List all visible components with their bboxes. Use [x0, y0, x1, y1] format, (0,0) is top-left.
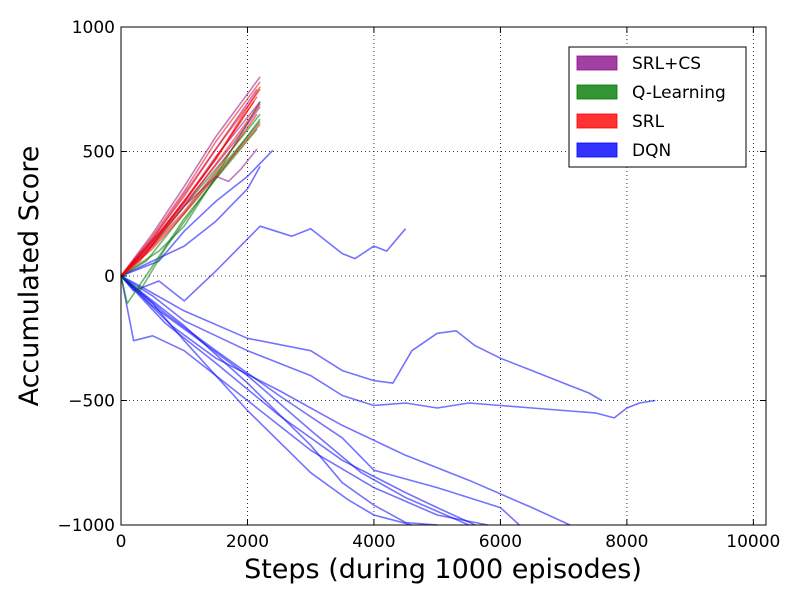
series-line-srl	[120, 88, 261, 277]
legend-label-srl-cs: SRL+CS	[632, 54, 701, 74]
series-line-srl	[120, 81, 261, 277]
y-tick-label: 500	[83, 143, 115, 163]
axis-ticks: 0 2000 4000 6000 8000 10000 −1000 −500 0 500 1000	[57, 18, 780, 552]
legend-swatch-srl-cs	[576, 55, 618, 71]
legend: SRL+CS Q-Learning SRL DQN	[568, 46, 747, 168]
x-tick-label: 2000	[226, 532, 269, 552]
series-line-dqn	[120, 275, 656, 419]
series-line-dqn	[120, 225, 407, 302]
y-tick-label: 0	[104, 267, 115, 287]
legend-label-srl: SRL	[632, 112, 665, 132]
x-tick-label: 0	[116, 532, 127, 552]
y-tick-label: 1000	[72, 18, 115, 38]
legend-label-dqn: DQN	[632, 141, 671, 161]
y-tick-label: −1000	[57, 516, 115, 536]
series-line-srl	[120, 86, 261, 277]
series-line-dqn	[120, 275, 571, 526]
x-tick-label: 6000	[479, 532, 522, 552]
series-line-dqn	[120, 275, 520, 526]
legend-swatch-dqn	[576, 142, 618, 158]
series-line-srl	[120, 103, 261, 277]
series-line-dqn	[120, 275, 476, 526]
series-lines	[120, 76, 656, 526]
y-tick-label: −500	[68, 392, 115, 412]
series-line-dqn	[120, 166, 261, 277]
series-line-dqn	[120, 149, 274, 277]
legend-label-q-learning: Q-Learning	[632, 83, 726, 103]
legend-swatch-q-learning	[576, 84, 618, 100]
series-line-srl-cs	[120, 76, 261, 277]
legend-swatch-srl	[576, 113, 618, 129]
y-axis-title: Accumulated Score	[14, 146, 45, 407]
series-line-srl	[120, 113, 258, 277]
series-line-dqn	[120, 275, 603, 402]
series-line-dqn	[120, 275, 470, 526]
x-tick-label: 4000	[352, 532, 395, 552]
series-line-dqn	[120, 275, 488, 526]
x-tick-label: 8000	[605, 532, 648, 552]
series-line-q-learning	[120, 118, 261, 292]
series-line-dqn	[120, 275, 438, 526]
x-axis-title: Steps (during 1000 episodes)	[244, 554, 642, 585]
x-tick-label: 10000	[726, 532, 780, 552]
